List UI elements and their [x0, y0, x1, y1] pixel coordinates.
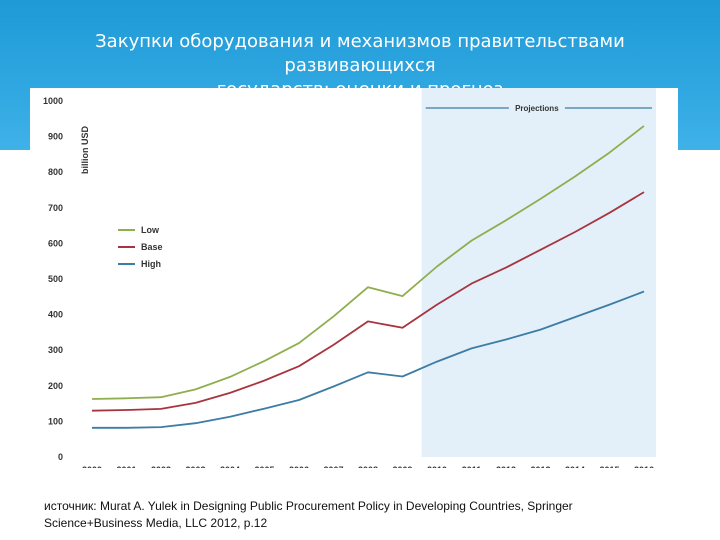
y-tick-label: 300: [48, 345, 63, 355]
y-tick-label: 800: [48, 167, 63, 177]
y-tick-label: 600: [48, 238, 63, 248]
y-tick-label: 700: [48, 203, 63, 213]
source-line-1: источник: Murat A. Yulek in Designing Pu…: [44, 499, 573, 513]
projection-region: [421, 88, 656, 457]
legend-label-base: Base: [141, 242, 163, 252]
source-line-2: Science+Business Media, LLC 2012, p.12: [44, 516, 268, 530]
x-tick-label: 2005: [254, 465, 274, 468]
legend: Low Base High: [118, 225, 163, 269]
x-tick-label: 2006: [289, 465, 309, 468]
x-tick-label: 2016: [634, 465, 654, 468]
slide-title-line-1: Закупки оборудования и механизмов правит…: [95, 31, 625, 76]
x-tick-label: 2000: [82, 465, 102, 468]
y-tick-label: 1000: [43, 96, 63, 106]
series-line-high: [92, 290, 645, 429]
x-tick-label: 2009: [392, 465, 412, 468]
x-tick-label: 2013: [530, 465, 550, 468]
projection-label-background: [508, 102, 565, 114]
x-tick-label: 2001: [116, 465, 136, 468]
x-tick-label: 2014: [565, 465, 585, 468]
y-tick-label: 200: [48, 381, 63, 391]
legend-label-low: Low: [141, 225, 160, 235]
x-tick-label: 2002: [151, 465, 171, 468]
projection-label: Projections: [515, 104, 559, 113]
x-tick-label: 2012: [496, 465, 516, 468]
chart-panel: Projections 0 100 200 300 400 500 600 700 800 900…: [30, 88, 678, 475]
series-group: [91, 125, 645, 429]
x-tick-label: 2011: [462, 465, 482, 468]
series-line-base: [91, 191, 645, 412]
x-tick-label: 2007: [323, 465, 343, 468]
y-tick-label: 100: [48, 416, 63, 426]
y-tick-label: 900: [48, 132, 63, 142]
legend-label-high: High: [141, 259, 161, 269]
y-tick-label: 0: [58, 452, 63, 462]
y-tick-label: 500: [48, 274, 63, 284]
x-tick-label: 2008: [358, 465, 378, 468]
y-tick-label: 400: [48, 310, 63, 320]
x-tick-label: 2004: [220, 465, 240, 468]
x-tick-label: 2010: [427, 465, 447, 468]
y-axis-label: billion USD: [80, 126, 90, 174]
line-chart: Projections 0 100 200 300 400 500 600 700 800 900…: [43, 88, 656, 475]
series-line-low: [91, 125, 645, 400]
x-tick-label: 2015: [599, 465, 619, 468]
source-note: источник: Murat A. Yulek in Designing Pu…: [44, 498, 684, 532]
y-axis: 0 100 200 300 400 500 600 700 800 900 1000: [43, 96, 63, 462]
